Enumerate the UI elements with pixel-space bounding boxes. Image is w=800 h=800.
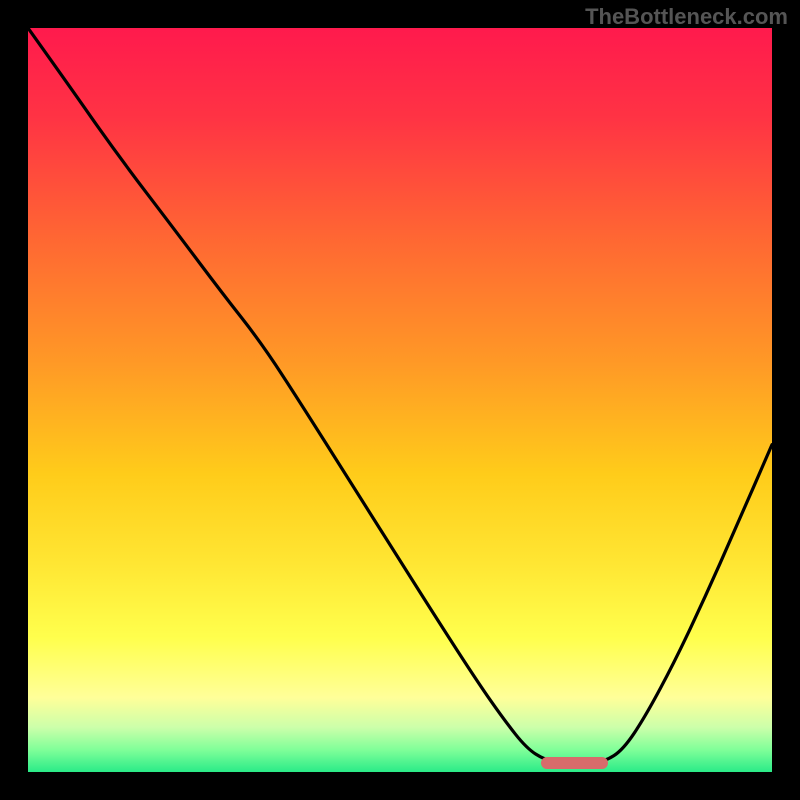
bottleneck-curve: [28, 28, 772, 772]
plot-area: [28, 28, 772, 772]
valley-marker: [541, 757, 608, 769]
watermark-text: TheBottleneck.com: [585, 4, 788, 30]
